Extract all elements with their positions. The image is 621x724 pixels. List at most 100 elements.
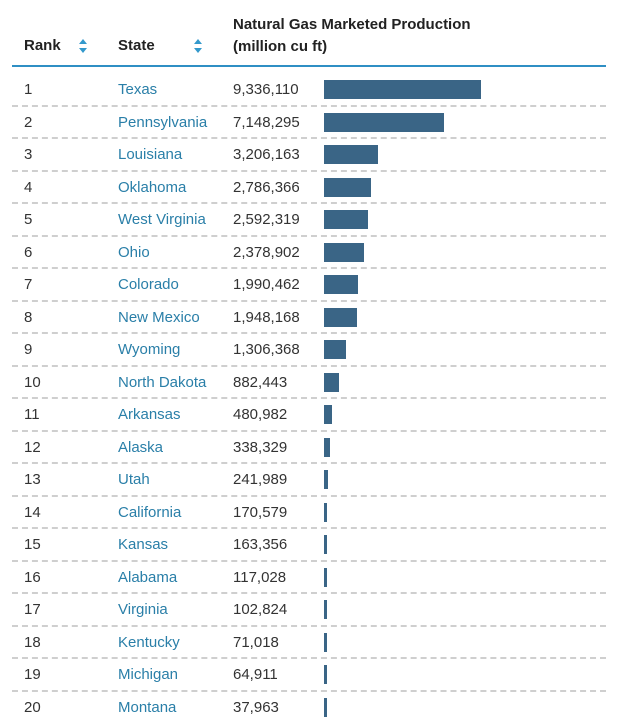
production-value: 2,378,902: [233, 243, 300, 261]
table-row: 6 Ohio 2,378,902: [12, 237, 606, 269]
production-bar: [324, 437, 330, 457]
production-bar: [324, 275, 358, 294]
production-bar: [324, 567, 327, 587]
production-header-line2: (million cu ft): [233, 38, 328, 55]
production-header-line1: Natural Gas Marketed Production: [233, 16, 471, 33]
production-bar: [324, 470, 329, 489]
production-value: 882,443: [233, 373, 288, 391]
state-link[interactable]: California: [118, 503, 182, 521]
state-link[interactable]: Montana: [118, 698, 177, 716]
rank-cell: 19: [24, 666, 41, 683]
production-bar: [324, 177, 371, 197]
state-link[interactable]: Wyoming: [118, 341, 181, 358]
rank-cell: 5: [24, 211, 33, 228]
rank-cell: 4: [24, 178, 33, 196]
production-value: 2,786,366: [233, 178, 300, 196]
production-value: 170,579: [233, 503, 288, 521]
table-row: 20 Montana 37,963: [12, 692, 606, 724]
rank-cell: 3: [24, 146, 33, 163]
state-link[interactable]: North Dakota: [118, 373, 207, 391]
table-row: 5 West Virginia 2,592,319: [12, 204, 606, 237]
production-bar: [324, 600, 327, 619]
production-value: 9,336,110: [233, 81, 299, 98]
table-row: 16 Alabama 117,028: [12, 562, 606, 594]
table-row: 9 Wyoming 1,306,368: [12, 334, 606, 367]
production-value: 2,592,319: [233, 211, 300, 228]
table-header: Rank State Natural Gas Marketed Producti…: [12, 0, 606, 67]
production-bar: [324, 502, 327, 522]
state-link[interactable]: Colorado: [118, 276, 179, 293]
rank-cell: 9: [24, 341, 33, 358]
rank-column-header[interactable]: Rank: [24, 37, 61, 54]
production-value: 1,306,368: [233, 341, 300, 358]
production-bar: [324, 145, 378, 164]
production-bar: [324, 535, 327, 554]
table-row: 15 Kansas 163,356: [12, 529, 606, 562]
table-row: 7 Colorado 1,990,462: [12, 269, 606, 302]
rank-cell: 16: [24, 568, 41, 586]
production-bar: [324, 80, 481, 99]
state-column-header[interactable]: State: [118, 37, 155, 54]
table-row: 17 Virginia 102,824: [12, 594, 606, 627]
rank-cell: 8: [24, 308, 33, 326]
rank-cell: 13: [24, 471, 41, 488]
rank-cell: 12: [24, 438, 41, 456]
table-row: 11 Arkansas 480,982: [12, 399, 606, 432]
state-link[interactable]: Kansas: [118, 536, 169, 553]
state-link[interactable]: Texas: [118, 81, 158, 98]
rank-cell: 18: [24, 633, 41, 651]
production-value: 64,911: [233, 666, 278, 683]
production-value: 102,824: [233, 601, 288, 618]
production-bar: [324, 405, 333, 424]
state-link[interactable]: Kentucky: [118, 633, 180, 651]
state-link[interactable]: Ohio: [118, 243, 150, 261]
sort-up-down-icon[interactable]: [193, 38, 203, 54]
state-link[interactable]: Utah: [118, 471, 150, 488]
state-link[interactable]: Pennsylvania: [118, 113, 208, 131]
production-value: 338,329: [233, 438, 288, 456]
production-column-header: Natural Gas Marketed Production (million…: [233, 14, 471, 58]
rank-cell: 11: [24, 406, 40, 423]
production-value: 1,990,462: [233, 276, 300, 293]
rank-cell: 6: [24, 243, 33, 261]
table-row: 12 Alaska 338,329: [12, 432, 606, 464]
production-value: 480,982: [233, 406, 288, 423]
rank-cell: 14: [24, 503, 41, 521]
state-link[interactable]: Virginia: [118, 601, 168, 618]
production-bar: [324, 372, 339, 392]
production-bar: [324, 242, 364, 262]
production-bar: [324, 307, 357, 327]
state-link[interactable]: West Virginia: [118, 211, 206, 228]
table-row: 18 Kentucky 71,018: [12, 627, 606, 659]
rank-cell: 2: [24, 113, 33, 131]
state-link[interactable]: Oklahoma: [118, 178, 187, 196]
state-link[interactable]: Alabama: [118, 568, 178, 586]
state-link[interactable]: Michigan: [118, 666, 179, 683]
production-bar: [324, 210, 368, 229]
production-bar: [324, 665, 327, 684]
table-row: 2 Pennsylvania 7,148,295: [12, 107, 606, 139]
rank-cell: 15: [24, 536, 41, 553]
rank-cell: 7: [24, 276, 33, 293]
production-value: 71,018: [233, 633, 279, 651]
production-value: 241,989: [233, 471, 288, 488]
state-link[interactable]: Louisiana: [118, 146, 183, 163]
state-link[interactable]: Alaska: [118, 438, 164, 456]
table-row: 14 California 170,579: [12, 497, 606, 529]
state-link[interactable]: Arkansas: [118, 406, 181, 423]
production-value: 1,948,168: [233, 308, 300, 326]
state-link[interactable]: New Mexico: [118, 308, 200, 326]
production-value: 37,963: [233, 698, 279, 716]
rank-cell: 10: [24, 373, 41, 391]
table-row: 8 New Mexico 1,948,168: [12, 302, 606, 334]
table-row: 4 Oklahoma 2,786,366: [12, 172, 606, 204]
production-bar: [324, 340, 346, 359]
sort-up-down-icon[interactable]: [78, 38, 88, 54]
production-bar: [324, 697, 327, 717]
production-bar: [324, 632, 327, 652]
rank-cell: 17: [24, 601, 41, 618]
table-body: 1 Texas 9,336,110 2 Pennsylvania 7,148,295 3 Lo…: [12, 74, 606, 724]
table-row: 3 Louisiana 3,206,163: [12, 139, 606, 172]
production-value: 3,206,163: [233, 146, 300, 163]
